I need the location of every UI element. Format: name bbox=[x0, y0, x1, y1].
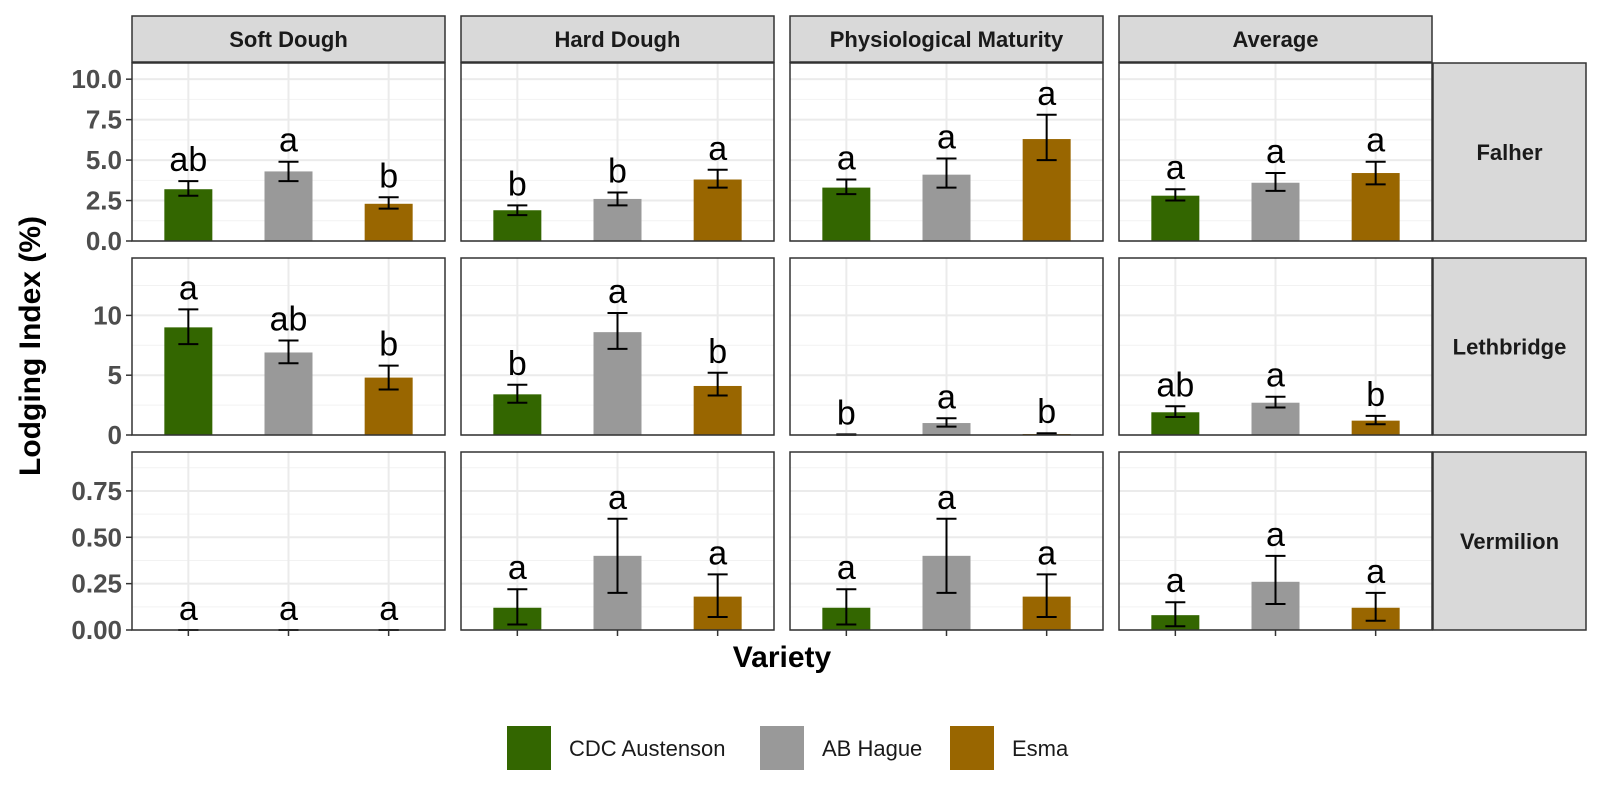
significance-letter: a bbox=[508, 549, 527, 587]
y-axis-title: Lodging Index (%) bbox=[14, 216, 47, 476]
significance-letter: a bbox=[608, 479, 627, 517]
y-tick-label: 10 bbox=[93, 300, 122, 330]
y-tick-label: 0.00 bbox=[71, 615, 122, 645]
significance-letter: a bbox=[937, 378, 956, 416]
legend-label: Esma bbox=[1012, 736, 1069, 761]
y-tick-label: 2.5 bbox=[86, 186, 122, 216]
panel-border bbox=[789, 62, 1104, 242]
facet-strip-row bbox=[1432, 62, 1587, 242]
y-tick-label: 10.0 bbox=[71, 64, 122, 94]
bar bbox=[1151, 195, 1200, 241]
facet-strip-row-label: Falher bbox=[1476, 140, 1542, 165]
panel-border bbox=[131, 257, 446, 436]
y-tick-label: 5.0 bbox=[86, 145, 122, 175]
significance-letter: a bbox=[1037, 75, 1056, 113]
facet-strip-column-label: Physiological Maturity bbox=[830, 27, 1064, 52]
significance-letter: a bbox=[1166, 562, 1185, 600]
significance-letter: b bbox=[608, 152, 627, 190]
y-tick-label: 5 bbox=[108, 360, 122, 390]
bar bbox=[164, 327, 213, 435]
significance-letter: b bbox=[837, 394, 856, 432]
legend-swatch bbox=[507, 726, 551, 770]
facet-strip-row-label: Vermilion bbox=[1460, 529, 1559, 554]
legend-swatch bbox=[760, 726, 804, 770]
y-tick-label: 7.5 bbox=[86, 105, 122, 135]
significance-letter: a bbox=[708, 534, 727, 572]
significance-letter: b bbox=[708, 333, 727, 371]
bar bbox=[264, 352, 313, 435]
y-tick-label: 0 bbox=[108, 420, 122, 450]
panel-border bbox=[789, 257, 1104, 436]
y-tick-label: 0.50 bbox=[71, 522, 122, 552]
significance-letter: a bbox=[1266, 516, 1285, 554]
facet-strip-column-label: Hard Dough bbox=[555, 27, 681, 52]
significance-letter: a bbox=[1366, 122, 1385, 160]
y-tick-label: 0.75 bbox=[71, 476, 122, 506]
bar bbox=[364, 203, 413, 241]
significance-letter: a bbox=[837, 549, 856, 587]
significance-letter: b bbox=[508, 345, 527, 383]
significance-letter: a bbox=[1166, 149, 1185, 187]
significance-letter: b bbox=[379, 326, 398, 364]
bar bbox=[264, 171, 313, 241]
bar bbox=[1351, 420, 1400, 435]
significance-letter: b bbox=[1366, 376, 1385, 414]
y-tick-label: 0.0 bbox=[86, 226, 122, 256]
significance-letter: a bbox=[179, 590, 198, 628]
significance-letter: b bbox=[1037, 393, 1056, 431]
panel-border bbox=[1118, 257, 1433, 436]
significance-letter: ab bbox=[270, 301, 308, 339]
facet-strip-row bbox=[1432, 451, 1587, 631]
facet-strip-row-label: Lethbridge bbox=[1453, 335, 1567, 360]
significance-letter: a bbox=[937, 118, 956, 156]
facet-strip-row bbox=[1432, 257, 1587, 436]
y-tick-label: 0.25 bbox=[71, 569, 122, 599]
significance-letter: ab bbox=[1156, 366, 1194, 404]
legend-swatch bbox=[950, 726, 994, 770]
legend-label: AB Hague bbox=[822, 736, 922, 761]
bar bbox=[922, 423, 971, 435]
significance-letter: a bbox=[279, 590, 298, 628]
bar bbox=[693, 179, 742, 241]
panel-border bbox=[1118, 62, 1433, 242]
significance-letter: a bbox=[1366, 553, 1385, 591]
significance-letter: a bbox=[1266, 357, 1285, 395]
panel-border bbox=[460, 62, 775, 242]
facet-strip-column bbox=[460, 15, 775, 63]
facet-strip-column bbox=[789, 15, 1104, 63]
significance-letter: a bbox=[608, 273, 627, 311]
significance-letter: a bbox=[279, 122, 298, 160]
facet-strip-column-label: Soft Dough bbox=[229, 27, 348, 52]
significance-letter: a bbox=[708, 130, 727, 168]
x-axis-title: Variety bbox=[733, 641, 832, 674]
panel-border bbox=[131, 62, 446, 242]
bar bbox=[1251, 182, 1300, 241]
significance-letter: a bbox=[379, 590, 398, 628]
facet-strip-column bbox=[131, 15, 446, 63]
significance-letter: a bbox=[1266, 133, 1285, 171]
significance-letter: a bbox=[837, 140, 856, 178]
facet-strip-column-label: Average bbox=[1232, 27, 1318, 52]
significance-letter: b bbox=[379, 157, 398, 195]
bar bbox=[1151, 412, 1200, 435]
significance-letter: a bbox=[179, 269, 198, 307]
bar bbox=[164, 189, 213, 241]
significance-letter: ab bbox=[169, 141, 207, 179]
facet-strip-column bbox=[1118, 15, 1433, 63]
significance-letter: a bbox=[937, 479, 956, 517]
legend-label: CDC Austenson bbox=[569, 736, 726, 761]
panel-border bbox=[460, 257, 775, 436]
bar bbox=[822, 187, 871, 241]
significance-letter: a bbox=[1037, 534, 1056, 572]
significance-letter: b bbox=[508, 165, 527, 203]
